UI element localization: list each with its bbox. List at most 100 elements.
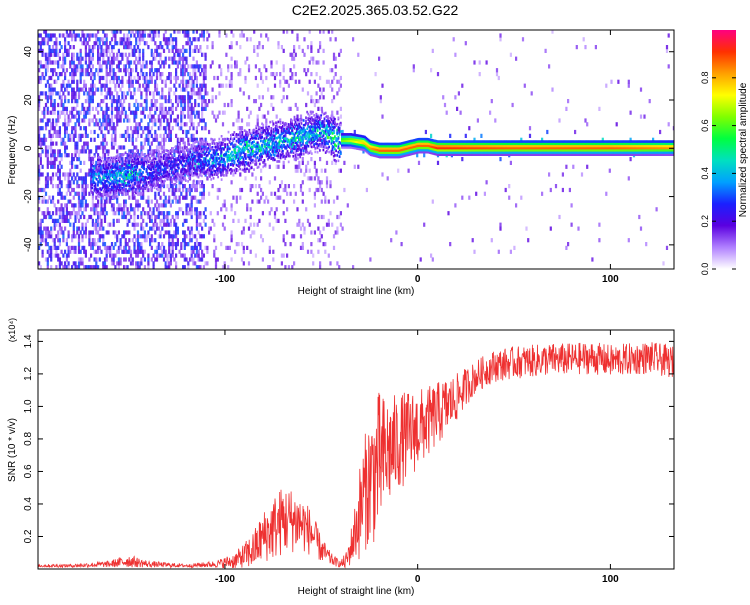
spectrogram-cell [58, 72, 61, 77]
spectrogram-cell [44, 214, 48, 220]
spectrogram-ridge-cell [136, 178, 139, 182]
spectrogram-cell [64, 265, 67, 269]
spectrogram-ridge-cell [202, 148, 204, 152]
spectrogram-ridge-cell [221, 164, 224, 167]
spectrogram-cell [162, 95, 166, 100]
spectrogram-cell [164, 114, 167, 119]
spectrogram-cell [107, 106, 110, 111]
spectrogram-cell [237, 242, 240, 247]
spectrogram-cell [121, 249, 124, 254]
spectrogram-cell [303, 226, 306, 231]
spectrogram-ridge-cell [201, 174, 203, 178]
spectrogram-cell [171, 41, 174, 46]
spectrogram-cell [180, 245, 183, 250]
spectrogram-cell [305, 149, 308, 154]
spectrogram-cell [202, 157, 205, 162]
spectrogram-cell [77, 110, 81, 115]
spectrogram-cell [152, 168, 155, 173]
spectrogram-cell [83, 110, 86, 115]
spectrogram-cell [176, 230, 179, 235]
spectrogram-cell [83, 265, 86, 269]
spectrogram-ridge-cell [174, 168, 177, 172]
spectrogram-cell [147, 45, 150, 50]
spectrogram-cell [117, 261, 120, 266]
spectrogram-ridge-cell [233, 137, 236, 140]
spectrogram-cell [150, 218, 153, 223]
spectrogram-cell [246, 245, 249, 250]
spectrogram-cell [610, 79, 613, 84]
spectrogram-cell [44, 176, 48, 181]
spectrogram-cell [430, 133, 433, 138]
spectrogram-cell [204, 72, 207, 77]
spectrogram-cell [98, 238, 101, 243]
spectrogram-cell [105, 95, 108, 100]
spectrogram-cell [123, 168, 126, 173]
spectrogram-cell [199, 91, 202, 96]
spectrogram-cell [98, 52, 101, 57]
spectrogram-ridge-cell [97, 189, 99, 193]
spectrogram-cell [64, 56, 67, 61]
spectrogram-cell [38, 230, 41, 235]
spectrogram-cell [319, 157, 322, 162]
spectrogram-cell [74, 95, 77, 100]
spectrogram-cell [168, 195, 171, 200]
spectrogram-cell [192, 122, 195, 127]
spectrogram-cell [232, 195, 235, 200]
spectrogram-cell [77, 114, 81, 119]
spectrogram-ridge-cell [227, 138, 230, 142]
spectrogram-cell [265, 126, 268, 131]
spectrogram-ridge-cell [152, 184, 155, 188]
spectrogram-cell [192, 257, 195, 262]
spectrogram-ridge-cell [218, 169, 221, 173]
spectrogram-ridge-cell [152, 156, 155, 159]
spectrogram-cell [208, 99, 211, 104]
spectrogram-cell [128, 238, 131, 243]
spectrogram-ridge-cell [115, 155, 118, 158]
spectrogram-cell [157, 114, 160, 119]
spectrogram-cell [100, 218, 103, 223]
spectrogram-cell [195, 214, 198, 220]
spectrogram-cell [273, 176, 277, 181]
spectrogram-cell [310, 249, 313, 254]
spectrogram-cell [77, 191, 81, 196]
spectrogram-cell [72, 207, 75, 212]
spectrogram-cell [253, 30, 256, 34]
spectrogram-ridge-cell [106, 168, 108, 171]
spectrogram-cell [90, 48, 93, 53]
spectrogram-cell [133, 145, 136, 150]
spectrogram-cell [91, 52, 94, 57]
spectrogram-cell [57, 91, 60, 96]
spectrogram-cell [109, 68, 112, 73]
spectrogram-cell [116, 207, 119, 212]
spectrogram-ridge-cell [183, 167, 186, 171]
spectrogram-cell [452, 37, 455, 42]
spectrogram-cell [230, 64, 233, 69]
spectrogram-cell [249, 222, 252, 227]
spectrogram-cell [201, 234, 204, 239]
spectrogram-ridge-cell [179, 156, 181, 159]
spectrogram-cell [162, 199, 166, 204]
spectrogram-ridge-cell [160, 177, 163, 180]
spectrogram-cell [88, 191, 91, 196]
spectrogram-cell [102, 122, 105, 127]
spectrogram-ridge-cell [174, 170, 177, 174]
spectrogram-cell [86, 95, 89, 100]
spectrogram-cell [90, 75, 93, 81]
spectrogram-cell [46, 122, 49, 127]
spectrogram-cell [81, 149, 84, 154]
spectrogram-cell [100, 64, 103, 69]
spectrogram-cell [164, 79, 167, 84]
spectrogram-cell [51, 48, 55, 53]
spectrogram-cell [143, 106, 146, 111]
spectrogram-cell [180, 118, 183, 123]
spectrogram-cell [319, 87, 322, 92]
spectrogram-cell [129, 257, 133, 262]
spectrogram-cell [267, 199, 270, 204]
spectrogram-cell [67, 249, 70, 254]
spectrogram-cell [41, 199, 44, 204]
spectrogram-cell [272, 95, 275, 100]
spectrogram-cell [90, 230, 93, 235]
spectrogram-cell [175, 199, 178, 204]
spectrogram-ridge-cell [123, 163, 126, 166]
spectrogram-ridge-cell [214, 151, 217, 155]
